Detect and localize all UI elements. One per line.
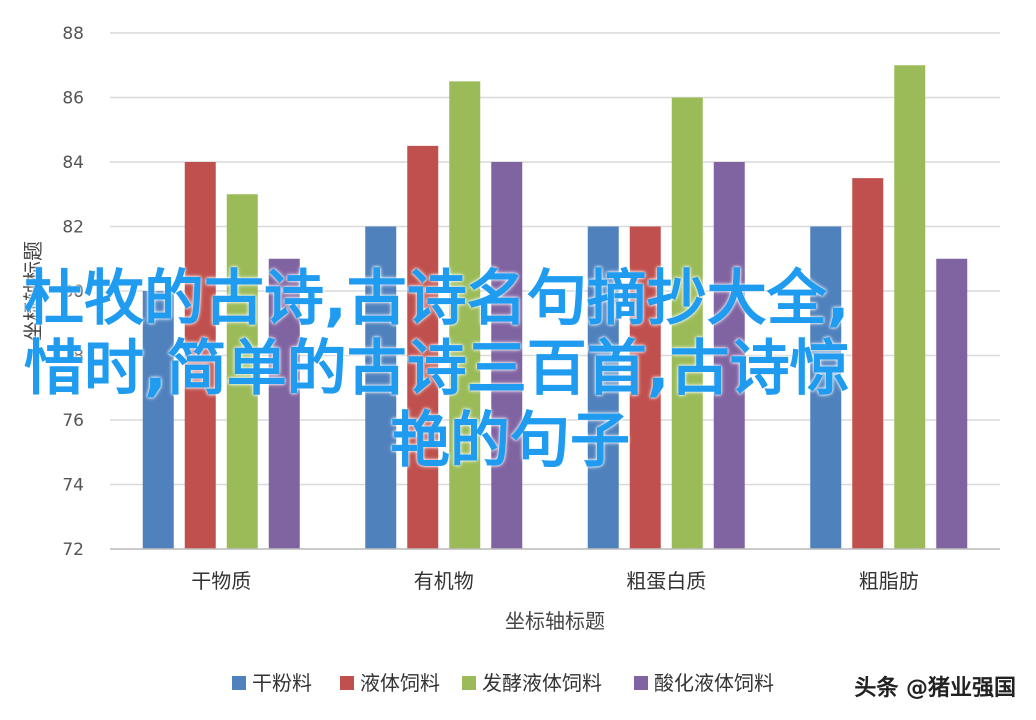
y-tick-label: 86 [62,89,84,109]
x-tick-label: 干物质 [191,569,251,593]
bar [184,162,216,549]
legend-label: 酸化液体饲料 [654,671,774,695]
legend-swatch [232,676,246,690]
bar [936,258,968,549]
watermark: 头条 @猪业强国 [854,676,1016,701]
bar [226,194,258,549]
legend-swatch [634,676,648,690]
bar [142,291,174,549]
bar [713,162,745,549]
bar [449,81,481,549]
bar [407,145,439,549]
legend-swatch [340,676,354,690]
x-tick-label: 有机物 [414,569,474,593]
bar [268,258,300,549]
bar [894,65,926,549]
y-tick-label: 78 [62,347,84,367]
x-tick-label: 粗蛋白质 [626,569,706,593]
legend-swatch [462,676,476,690]
bar [365,226,397,549]
y-tick-label: 82 [62,218,84,238]
bar [852,178,884,549]
x-tick-label: 粗脂肪 [859,569,919,593]
x-axis-title: 坐标轴标题 [505,609,605,633]
y-tick-label: 76 [62,411,84,431]
bar [810,226,842,549]
bar [671,97,703,549]
y-tick-label: 84 [62,153,84,173]
legend-label: 发酵液体饲料 [482,671,602,695]
y-axis-title: 坐标轴标题 [21,241,45,341]
y-tick-label: 74 [62,476,84,496]
y-tick-label: 72 [62,540,84,560]
bar [491,162,523,549]
y-tick-label: 80 [62,282,84,302]
bar [629,226,661,549]
y-tick-label: 88 [62,24,84,44]
bar [587,226,619,549]
legend-label: 干粉料 [252,671,312,695]
legend-label: 液体饲料 [360,671,440,695]
